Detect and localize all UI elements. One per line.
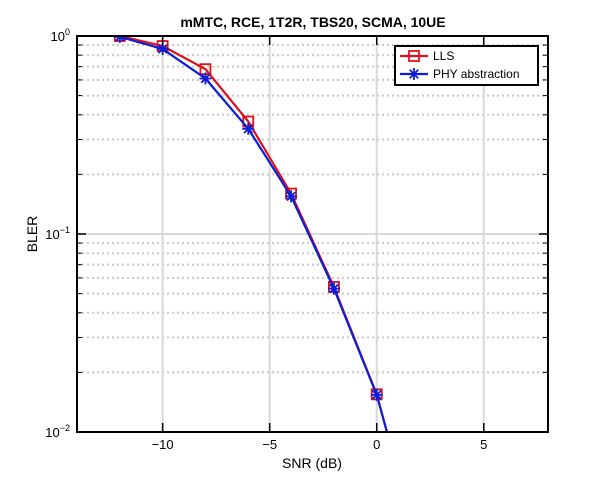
asterisk-stroke — [371, 390, 382, 400]
asterisk-stroke — [200, 73, 211, 84]
legend-label-lls: LLS — [433, 49, 454, 63]
asterisk-stroke — [409, 69, 419, 79]
series-line-phy-abstraction — [119, 36, 389, 432]
axis-ticks — [77, 35, 548, 433]
y-tick-labels: 10−2 10−1 100 — [45, 27, 70, 440]
data-point-phy-abstraction — [156, 42, 169, 55]
y-tick-label: 10−1 — [45, 225, 70, 242]
legend-label-phy-abstraction: PHY abstraction — [433, 67, 520, 81]
x-tick-label: −5 — [262, 437, 277, 452]
x-tick-label: 5 — [480, 437, 487, 452]
legend-items: LLS PHY abstraction — [400, 49, 520, 81]
data-point-phy-abstraction — [199, 72, 212, 85]
data-point-phy-abstraction — [370, 388, 383, 401]
asterisk-stroke — [286, 191, 296, 202]
data-point-phy-abstraction — [242, 122, 255, 135]
asterisk-stroke — [157, 44, 168, 54]
legend-entry-lls: LLS — [400, 49, 454, 63]
data-point-phy-abstraction — [327, 282, 340, 295]
series-layer — [113, 36, 389, 432]
x-tick-labels: −10 −5 0 5 — [152, 437, 488, 452]
legend-entry-phy-abstraction: PHY abstraction — [400, 67, 520, 81]
x-axis-label: SNR (dB) — [282, 455, 342, 471]
asterisk-stroke — [329, 283, 339, 294]
legend-marker-phy-abstraction — [408, 68, 420, 80]
x-tick-label: 0 — [373, 437, 380, 452]
plot-area — [76, 35, 549, 433]
data-point-phy-abstraction — [285, 190, 298, 203]
grid-lines — [77, 35, 548, 433]
series-phy-abstraction — [113, 36, 389, 432]
asterisk-stroke — [243, 123, 254, 134]
legend-marker-lls — [408, 50, 420, 62]
y-tick-label: 10−2 — [45, 423, 70, 440]
y-axis-label: BLER — [24, 216, 40, 253]
y-tick-label: 100 — [51, 27, 70, 44]
legend: LLS PHY abstraction — [394, 45, 539, 86]
chart-title: mMTC, RCE, 1T2R, TBS20, SCMA, 10UE — [180, 14, 445, 30]
x-tick-label: −10 — [152, 437, 174, 452]
